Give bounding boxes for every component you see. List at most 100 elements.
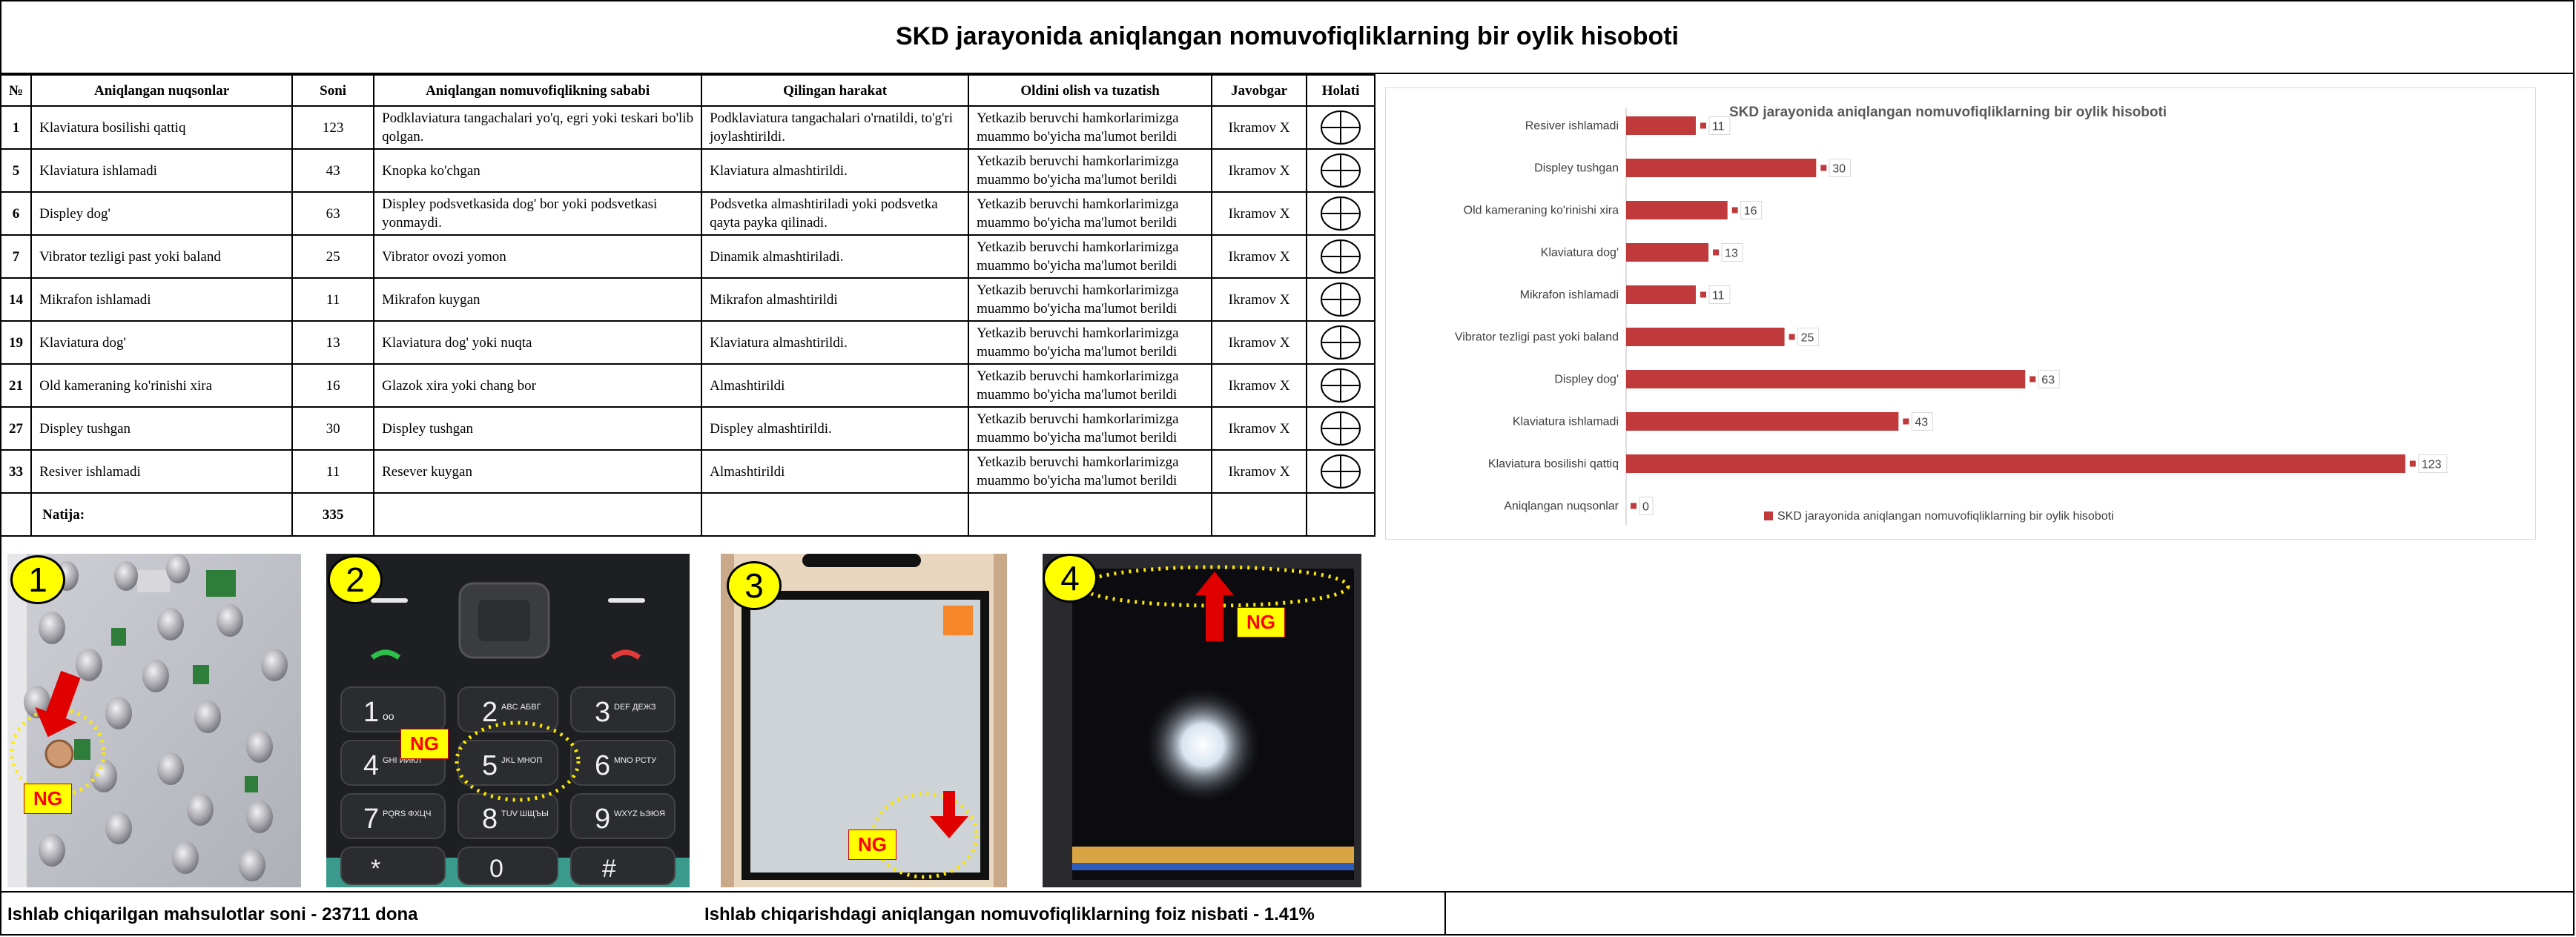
row-action: Almashtirildi xyxy=(701,363,970,408)
row-cause: Podklaviatura tangachalari yo'q, egri yo… xyxy=(373,105,703,150)
chart-category-label: Old kameraning ko'rinishi xira xyxy=(1464,205,1619,217)
chart-data-label: 16 xyxy=(1744,205,1757,218)
total-num-cell xyxy=(0,492,33,537)
chart-bar xyxy=(1626,454,2405,473)
key-8-sub: TUV ШЩЪЫ xyxy=(501,809,549,818)
chart-category-label: Klaviatura dog' xyxy=(1541,247,1619,259)
lcd-image xyxy=(1043,554,1361,887)
chart-data-label-box xyxy=(1639,497,1654,515)
row-prevent: Yetkazib beruvchi hamkorlarimizga muammo… xyxy=(968,277,1213,322)
status-crosshair-icon xyxy=(1321,325,1361,360)
status-crosshair-icon xyxy=(1321,454,1361,489)
row-defect: Old kameraning ko'rinishi xira xyxy=(30,363,294,408)
chart-data-label-box xyxy=(1797,328,1820,346)
chart-data-label-marker xyxy=(1789,334,1795,340)
chart-svg: SKD jarayonida aniqlangan nomuvofiqlikla… xyxy=(1455,105,2523,557)
status-cell xyxy=(1306,148,1376,193)
row-count: 13 xyxy=(291,320,375,365)
report-footer: Ishlab chiqarilgan mahsulotlar soni - 23… xyxy=(0,891,2575,936)
col-header-num: № xyxy=(0,74,33,107)
status-crosshair-icon xyxy=(1321,239,1361,274)
col-header-defect: Aniqlangan nuqsonlar xyxy=(30,74,294,107)
col-header-responsible: Javobgar xyxy=(1211,74,1308,107)
chart-data-label-box xyxy=(1829,159,1851,177)
chart-data-label: 30 xyxy=(1832,163,1846,176)
chart-title: SKD jarayonida aniqlangan nomuvofiqlikla… xyxy=(1729,105,2167,120)
row-prevent: Yetkazib beruvchi hamkorlarimizga muammo… xyxy=(968,320,1213,365)
chart-data-label-marker xyxy=(1631,503,1637,509)
col-header-status: Holati xyxy=(1306,74,1376,107)
chart-bar xyxy=(1626,116,1696,135)
status-crosshair-icon xyxy=(1321,196,1361,231)
chart-data-label: 11 xyxy=(1712,121,1725,133)
row-count: 11 xyxy=(291,449,375,494)
status-cell xyxy=(1306,191,1376,236)
row-action: Mikrafon almashtirildi xyxy=(701,277,970,322)
chart-data-label-marker xyxy=(1731,207,1738,213)
photo-badge-2: 2 xyxy=(328,555,383,604)
ng-label-1: NG xyxy=(24,784,72,814)
key-8: 8 xyxy=(482,804,498,835)
key-6: 6 xyxy=(595,750,610,781)
photo-badge-4: 4 xyxy=(1043,554,1097,603)
ng-label-3: NG xyxy=(848,830,896,860)
key-7: 7 xyxy=(363,804,379,835)
key-2-sub: ABC АБВГ xyxy=(501,703,541,712)
status-cell xyxy=(1306,105,1376,150)
chart-data-label: 123 xyxy=(2422,459,2442,471)
key-3: 3 xyxy=(595,697,610,728)
row-count: 25 xyxy=(291,234,375,279)
chart-data-label: 25 xyxy=(1801,332,1814,345)
row-action: Almashtirildi xyxy=(701,449,970,494)
table-row: 6 Displey dog' 63 Displey podsvetkasida dog… xyxy=(0,191,1376,236)
chart-legend-label: SKD jarayonida aniqlangan nomuvofiqlikla… xyxy=(1777,510,2114,523)
row-responsible: Ikramov X xyxy=(1211,191,1308,236)
chart-bar xyxy=(1626,285,1696,304)
keypad-image: 1 oo 2 ABC АБВГ 3 DEF ДЕЖЗ 4 GHI ИЙКЛ 5 … xyxy=(326,554,690,887)
produced-count-text: Ishlab chiqarilgan mahsulotlar soni - 23… xyxy=(7,904,418,924)
chart-bar xyxy=(1626,201,1728,219)
row-action: Klaviatura almashtirildi. xyxy=(701,148,970,193)
row-responsible: Ikramov X xyxy=(1211,406,1308,451)
table-row: 33 Resiver ishlamadi 11 Resever kuygan Almas… xyxy=(0,449,1376,494)
row-prevent: Yetkazib beruvchi hamkorlarimizga muammo… xyxy=(968,105,1213,150)
table-row: 5 Klaviatura ishlamadi 43 Knopka ko'chgan Kl… xyxy=(0,148,1376,193)
footer-divider xyxy=(1444,893,1446,936)
total-value: 335 xyxy=(291,492,375,537)
chart-category-label: Aniqlangan nuqsonlar xyxy=(1504,500,1619,513)
chart-data-label: 63 xyxy=(2041,374,2055,387)
total-empty-cell xyxy=(1211,492,1308,537)
status-crosshair-icon xyxy=(1321,368,1361,403)
row-cause: Klaviatura dog' yoki nuqta xyxy=(373,320,703,365)
table-row: 19 Klaviatura dog' 13 Klaviatura dog' yoki … xyxy=(0,320,1376,365)
row-num: 21 xyxy=(0,363,33,408)
total-row: Natija: 335 xyxy=(0,492,1376,537)
row-num: 6 xyxy=(0,191,33,236)
photo-display-backlight: 3 NG xyxy=(721,554,1007,887)
key-7-sub: PQRS ФХЦЧ xyxy=(383,809,431,818)
row-num: 19 xyxy=(0,320,33,365)
row-num: 27 xyxy=(0,406,33,451)
chart-data-label: 0 xyxy=(1642,501,1649,514)
status-crosshair-icon xyxy=(1321,153,1361,188)
total-empty-cell xyxy=(701,492,970,537)
key-3-sub: DEF ДЕЖЗ xyxy=(614,703,656,712)
chart-data-label-marker xyxy=(2030,376,2036,383)
key-star: * xyxy=(371,855,380,883)
chart-category-label: Resiver ishlamadi xyxy=(1525,120,1619,133)
table-row: 1 Klaviatura bosilishi qattiq 123 Podklavia… xyxy=(0,105,1376,150)
row-count: 123 xyxy=(291,105,375,150)
key-9-sub: WXYZ ЬЭЮЯ xyxy=(614,809,665,818)
col-header-count: Soni xyxy=(291,74,375,107)
col-header-action: Qilingan harakat xyxy=(701,74,970,107)
status-cell xyxy=(1306,363,1376,408)
table-row: 14 Mikrafon ishlamadi 11 Mikrafon kuygan Mik… xyxy=(0,277,1376,322)
row-count: 16 xyxy=(291,363,375,408)
status-cell xyxy=(1306,406,1376,451)
key-5: 5 xyxy=(482,750,498,781)
chart-bar xyxy=(1626,370,2026,388)
row-num: 14 xyxy=(0,277,33,322)
row-action: Displey almashtirildi. xyxy=(701,406,970,451)
row-prevent: Yetkazib beruvchi hamkorlarimizga muammo… xyxy=(968,191,1213,236)
chart-category-label: Mikrafon ishlamadi xyxy=(1520,289,1619,302)
